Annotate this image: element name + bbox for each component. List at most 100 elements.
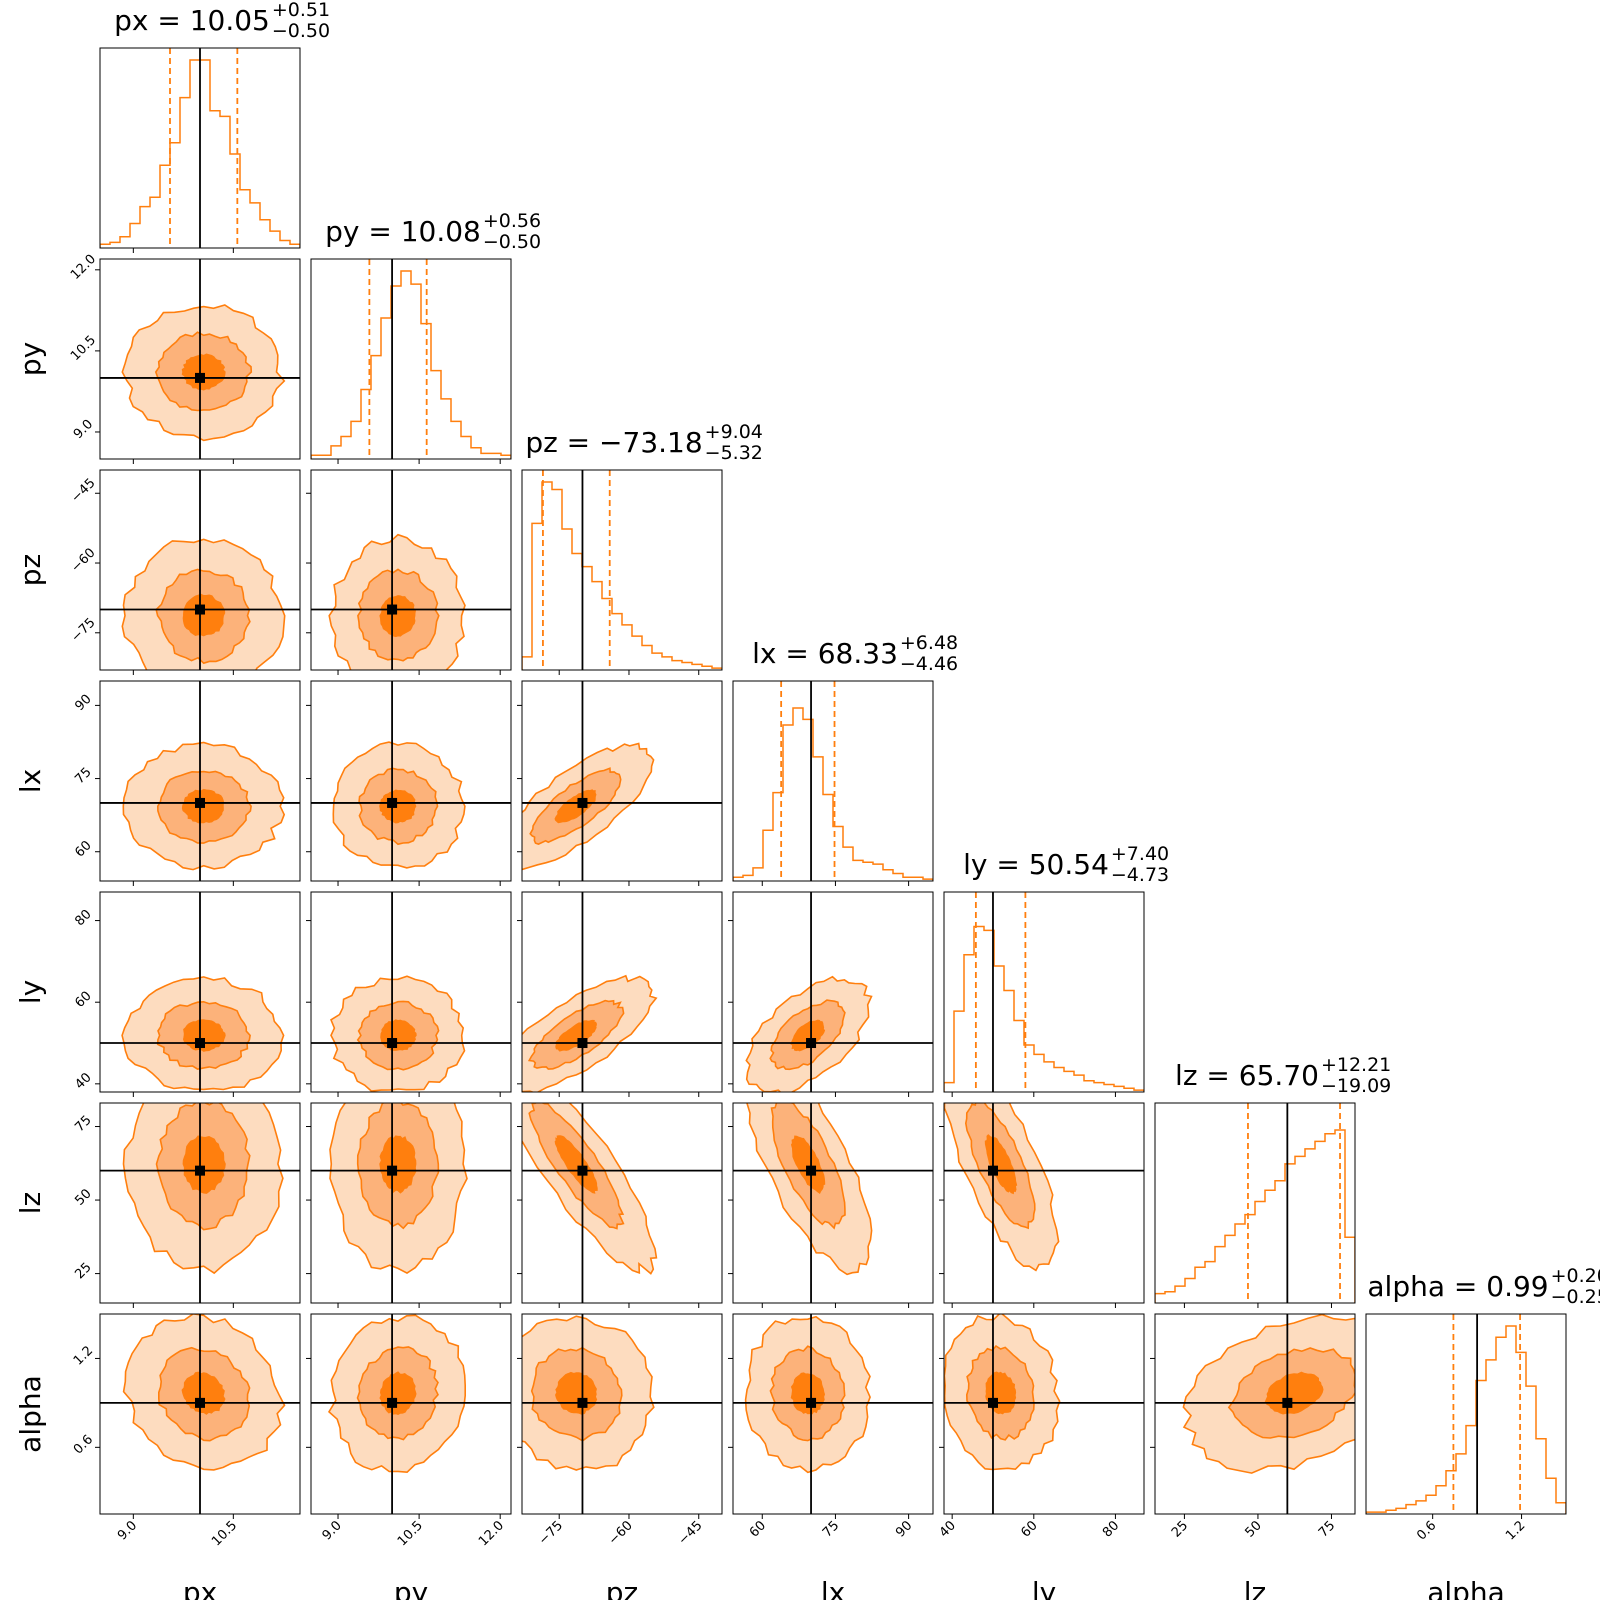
title-px-lower-error: −0.50	[272, 20, 330, 42]
panel-content	[733, 1314, 933, 1514]
panel-frame	[732, 891, 934, 1093]
y-tick-label-ly: 60	[72, 989, 94, 1011]
x-axis-label-pz: pz	[606, 1576, 638, 1600]
panel-content	[522, 681, 722, 881]
panel-ly-vs-py	[306, 891, 512, 1097]
title-lz-lower-error: −19.09	[1321, 1075, 1391, 1097]
contour-level-3	[379, 1135, 417, 1194]
contour-level-3	[182, 1135, 226, 1194]
panel-frame	[310, 680, 512, 882]
truth-marker	[577, 1165, 588, 1176]
panel-frame	[310, 1313, 512, 1515]
title-py-lower-error: −0.50	[483, 231, 541, 253]
x-tick-label-alpha: 1.2	[1503, 1518, 1528, 1543]
panel-frame	[521, 1102, 723, 1304]
y-tick-label-lx: 75	[72, 765, 94, 787]
y-tick-label-lx: 90	[72, 692, 94, 714]
panel-pz-vs-px: −75 −60 −45 pz	[14, 469, 301, 675]
panel-content	[100, 470, 300, 670]
x-tick-label-py: 9.0	[320, 1518, 345, 1543]
y-tick-label-ly: 40	[72, 1070, 94, 1092]
panel-lz-vs-lx	[728, 1102, 934, 1308]
panel-pz-vs-pz	[521, 469, 723, 675]
y-tick-label-ly: 80	[72, 907, 94, 929]
histogram-ly	[944, 925, 1144, 1092]
panel-frame	[99, 680, 301, 882]
panel-content	[100, 48, 300, 248]
panel-lz-vs-py	[306, 1102, 512, 1308]
y-tick-label-pz: −60	[69, 546, 99, 576]
panel-pz-vs-py	[306, 469, 512, 675]
truth-marker	[806, 1038, 817, 1049]
y-axis-label-ly: ly	[14, 980, 47, 1004]
panel-lx-vs-py	[306, 680, 512, 886]
y-tick-label-lz: 25	[72, 1260, 94, 1282]
panel-content	[1155, 1103, 1355, 1303]
panel-lz-vs-px: 25 50 75 lz	[14, 1102, 301, 1308]
truth-marker	[195, 1038, 205, 1049]
panel-frame	[310, 258, 512, 460]
title-pz: pz = −73.18	[525, 426, 702, 459]
panel-py-vs-py	[310, 258, 512, 464]
truth-marker	[195, 372, 205, 383]
title-lx-lower-error: −4.46	[900, 653, 958, 675]
title-pz-upper-error: +9.04	[705, 421, 763, 443]
panel-ly-vs-ly	[943, 891, 1145, 1097]
panel-content	[522, 470, 722, 670]
panel-content	[733, 681, 933, 881]
x-axis-label-alpha: alpha	[1427, 1576, 1505, 1600]
y-tick-label-alpha: 0.6	[71, 1432, 96, 1457]
panel-content	[100, 259, 300, 459]
histogram-py	[311, 270, 511, 459]
panel-frame	[521, 469, 723, 671]
panel-content	[1155, 1314, 1355, 1514]
panel-ly-vs-lx	[728, 891, 934, 1097]
panel-content	[944, 1314, 1144, 1514]
title-alpha: alpha = 0.99	[1367, 1270, 1548, 1303]
y-axis-label-pz: pz	[14, 554, 47, 586]
truth-marker	[1282, 1397, 1293, 1408]
panel-content	[311, 681, 511, 881]
contour-level-3	[555, 1371, 598, 1415]
title-py: py = 10.08	[325, 215, 481, 248]
panel-frame	[732, 1102, 934, 1304]
panel-content	[311, 892, 511, 1092]
title-pz-lower-error: −5.32	[705, 442, 763, 464]
x-tick-label-lz: 75	[1316, 1518, 1338, 1540]
truth-marker	[987, 1165, 998, 1176]
panel-frame	[99, 1102, 301, 1304]
x-tick-label-pz: −60	[606, 1518, 636, 1548]
x-tick-label-pz: −45	[676, 1518, 706, 1548]
title-lx: lx = 68.33	[752, 637, 898, 670]
truth-marker	[387, 797, 398, 808]
title-lz-upper-error: +12.21	[1321, 1054, 1391, 1076]
panel-content	[311, 1103, 511, 1303]
panel-lx-vs-px: 60 75 90 lx	[14, 680, 301, 886]
panel-frame	[521, 891, 723, 1093]
panel-content	[1366, 1314, 1566, 1514]
panel-content	[100, 681, 300, 881]
x-axis-label-ly: ly	[1032, 1576, 1056, 1600]
panel-alpha-vs-lx: 60 75 90 lx	[728, 1313, 934, 1600]
x-tick-label-ly: 40	[937, 1518, 959, 1540]
histogram-pz	[522, 481, 722, 670]
x-tick-label-ly: 80	[1100, 1518, 1122, 1540]
panel-alpha-vs-px: 9.0 10.5 0.6 1.2 px alpha	[14, 1313, 301, 1600]
panel-content	[522, 892, 722, 1092]
panel-frame	[99, 47, 301, 249]
panel-lz-vs-lz	[1154, 1102, 1356, 1308]
truth-marker	[577, 1397, 588, 1408]
panel-frame	[310, 1102, 512, 1304]
title-ly: ly = 50.54	[963, 848, 1109, 881]
x-axis-label-py: py	[394, 1576, 428, 1600]
x-tick-label-lx: 60	[747, 1518, 769, 1540]
panel-alpha-vs-pz: −75 −60 −45 pz	[517, 1313, 723, 1600]
panel-content	[100, 892, 300, 1092]
panel-content	[311, 1314, 511, 1514]
panel-lx-vs-lx	[732, 680, 934, 886]
panel-lx-vs-pz	[517, 680, 723, 886]
y-tick-label-py: 10.5	[68, 333, 99, 364]
panel-frame	[1154, 1102, 1356, 1304]
y-tick-label-lx: 60	[72, 838, 94, 860]
